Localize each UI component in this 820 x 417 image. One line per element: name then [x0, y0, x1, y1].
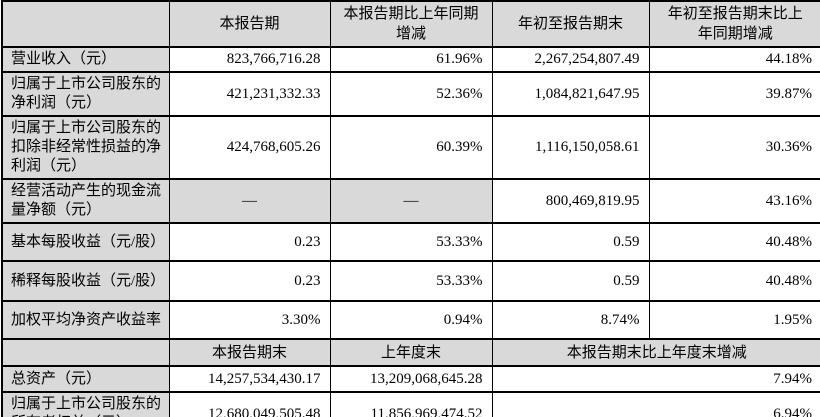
header-period-end-vs-prior-year-end: 本报告期末比上年度末增减 — [491, 338, 820, 367]
basic-eps-ytd: 0.59 — [491, 222, 650, 262]
corner-cell — [1, 0, 170, 48]
basic-eps-current-period: 0.23 — [168, 222, 331, 262]
corner-cell — [1, 338, 170, 367]
revenue-current-period: 823,766,716.28 — [168, 46, 331, 73]
net-profit-current-period: 421,231,332.33 — [168, 71, 331, 117]
row-label-basic-eps: 基本每股收益（元/股） — [1, 222, 170, 262]
operating-cash-flow-ytd: 800,469,819.95 — [491, 178, 650, 224]
net-profit-excl-nonrecurring-current-period: 424,768,605.26 — [168, 115, 331, 180]
header-row-period: 本报告期 本报告期比上年同期增减 年初至报告期末 年初至报告期末比上年同期增减 — [1, 0, 820, 48]
header-period-end: 本报告期末 — [168, 338, 331, 367]
table-row: 加权平均净资产收益率 3.30% 0.94% 8.74% 1.95% — [1, 300, 820, 340]
diluted-eps-current-period-yoy: 53.33% — [329, 260, 493, 302]
table-row: 归属于上市公司股东的净利润（元） 421,231,332.33 52.36% 1… — [1, 71, 820, 117]
net-profit-excl-nonrecurring-ytd-yoy: 30.36% — [648, 115, 820, 180]
row-label-weighted-avg-roe: 加权平均净资产收益率 — [1, 300, 170, 340]
header-ytd: 年初至报告期末 — [491, 0, 650, 48]
header-row-period-end: 本报告期末 上年度末 本报告期末比上年度末增减 — [1, 338, 820, 367]
row-label-total-assets: 总资产（元） — [1, 365, 170, 393]
net-profit-ytd: 1,084,821,647.95 — [491, 71, 650, 117]
diluted-eps-ytd-yoy: 40.48% — [648, 260, 820, 302]
row-label-equity: 归属于上市公司股东的所有者权益（元） — [1, 391, 170, 417]
net-profit-excl-nonrecurring-current-period-yoy: 60.39% — [329, 115, 493, 180]
table-row: 总资产（元） 14,257,534,430.17 13,209,068,645.… — [1, 365, 820, 393]
revenue-ytd-yoy: 44.18% — [648, 46, 820, 73]
row-label-net-profit: 归属于上市公司股东的净利润（元） — [1, 71, 170, 117]
operating-cash-flow-current-period: — — [168, 178, 331, 224]
header-current-period-yoy-text: 本报告期比上年同期增减 — [343, 6, 479, 42]
header-ytd-yoy: 年初至报告期末比上年同期增减 — [648, 0, 820, 48]
weighted-avg-roe-ytd: 8.74% — [491, 300, 650, 340]
table-row: 归属于上市公司股东的所有者权益（元） 12,680,049,505.48 11,… — [1, 391, 820, 417]
table-row: 基本每股收益（元/股） 0.23 53.33% 0.59 40.48% — [1, 222, 820, 262]
operating-cash-flow-ytd-yoy: 43.16% — [648, 178, 820, 224]
header-current-period-yoy: 本报告期比上年同期增减 — [329, 0, 493, 48]
weighted-avg-roe-current-period-yoy: 0.94% — [329, 300, 493, 340]
net-profit-current-period-yoy: 52.36% — [329, 71, 493, 117]
diluted-eps-ytd: 0.59 — [491, 260, 650, 302]
revenue-current-period-yoy: 61.96% — [329, 46, 493, 73]
row-label-diluted-eps: 稀释每股收益（元/股） — [1, 260, 170, 302]
header-current-period: 本报告期 — [168, 0, 331, 48]
table-row: 营业收入（元） 823,766,716.28 61.96% 2,267,254,… — [1, 46, 820, 73]
net-profit-excl-nonrecurring-ytd: 1,116,150,058.61 — [491, 115, 650, 180]
row-label-net-profit-excl-nonrecurring: 归属于上市公司股东的扣除非经常性损益的净利润（元） — [1, 115, 170, 180]
basic-eps-ytd-yoy: 40.48% — [648, 222, 820, 262]
header-ytd-yoy-text: 年初至报告期末比上年同期增减 — [667, 6, 803, 42]
basic-eps-current-period-yoy: 53.33% — [329, 222, 493, 262]
diluted-eps-current-period: 0.23 — [168, 260, 331, 302]
table-row: 归属于上市公司股东的扣除非经常性损益的净利润（元） 424,768,605.26… — [1, 115, 820, 180]
net-profit-ytd-yoy: 39.87% — [648, 71, 820, 117]
total-assets-prior-year-end: 13,209,068,645.28 — [329, 365, 493, 393]
equity-change: 6.94% — [491, 391, 820, 417]
total-assets-period-end: 14,257,534,430.17 — [168, 365, 331, 393]
weighted-avg-roe-ytd-yoy: 1.95% — [648, 300, 820, 340]
table-row: 经营活动产生的现金流量净额（元） — — 800,469,819.95 43.1… — [1, 178, 820, 224]
row-label-operating-cash-flow: 经营活动产生的现金流量净额（元） — [1, 178, 170, 224]
header-prior-year-end: 上年度末 — [329, 338, 493, 367]
equity-period-end: 12,680,049,505.48 — [168, 391, 331, 417]
revenue-ytd: 2,267,254,807.49 — [491, 46, 650, 73]
equity-prior-year-end: 11,856,969,474.52 — [329, 391, 493, 417]
row-label-revenue: 营业收入（元） — [1, 46, 170, 73]
table-row: 稀释每股收益（元/股） 0.23 53.33% 0.59 40.48% — [1, 260, 820, 302]
operating-cash-flow-current-period-yoy: — — [329, 178, 493, 224]
weighted-avg-roe-current-period: 3.30% — [168, 300, 331, 340]
total-assets-change: 7.94% — [491, 365, 820, 393]
